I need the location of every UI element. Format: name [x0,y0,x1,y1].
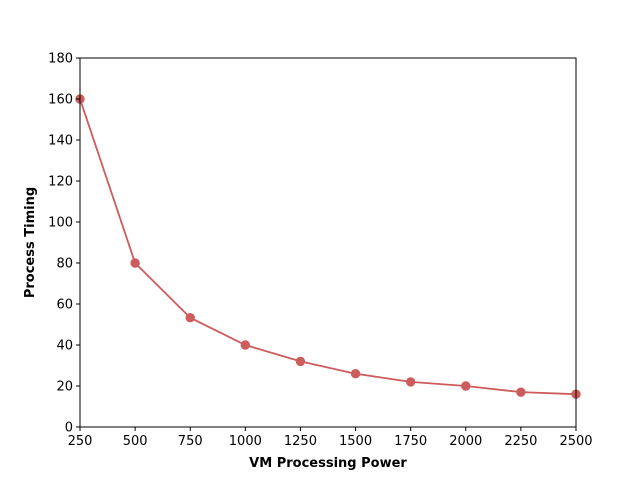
data-point-1000 [240,340,251,350]
x-tick-label-1750: 1750 [394,434,427,449]
data-point-500 [130,258,140,268]
series-layer [75,94,581,399]
plot-area [80,58,576,427]
y-tick-label-60: 60 [56,298,73,313]
y-tick-label-0: 0 [65,421,73,436]
x-axis-label: VM Processing Power [249,456,407,471]
y-tick-label-20: 20 [56,380,73,395]
y-axis-label: Process Timing [23,187,38,298]
y-tick-label-120: 120 [48,175,73,190]
series-line-0 [79,98,577,396]
x-tick-label-250: 250 [68,434,93,449]
x-tick-label-2500: 2500 [559,434,592,449]
y-tick-label-180: 180 [48,52,73,67]
data-point-1250 [295,356,306,367]
y-tick-label-100: 100 [48,216,73,231]
y-tick-label-40: 40 [56,339,73,354]
x-tick-label-2250: 2250 [504,434,537,449]
data-point-2250 [516,387,526,397]
x-tick-label-1500: 1500 [339,434,372,449]
x-tick-label-1250: 1250 [284,434,317,449]
x-tick-label-750: 750 [178,434,203,449]
axes-layer: 250 500 750 1000 1250 1500 1750 2000 2250 2500 0 20… [48,52,592,450]
data-point-1500 [350,369,361,379]
y-tick-label-160: 160 [48,93,73,108]
data-point-1750 [405,377,416,387]
y-tick-label-140: 140 [48,134,73,149]
x-tick-label-2000: 2000 [449,434,482,449]
data-point-2000 [461,381,471,391]
y-tick-label-80: 80 [56,257,73,272]
x-tick-label-1000: 1000 [229,434,262,449]
data-point-750 [185,313,195,323]
x-tick-label-500: 500 [123,434,148,449]
plot-frame [79,57,577,428]
